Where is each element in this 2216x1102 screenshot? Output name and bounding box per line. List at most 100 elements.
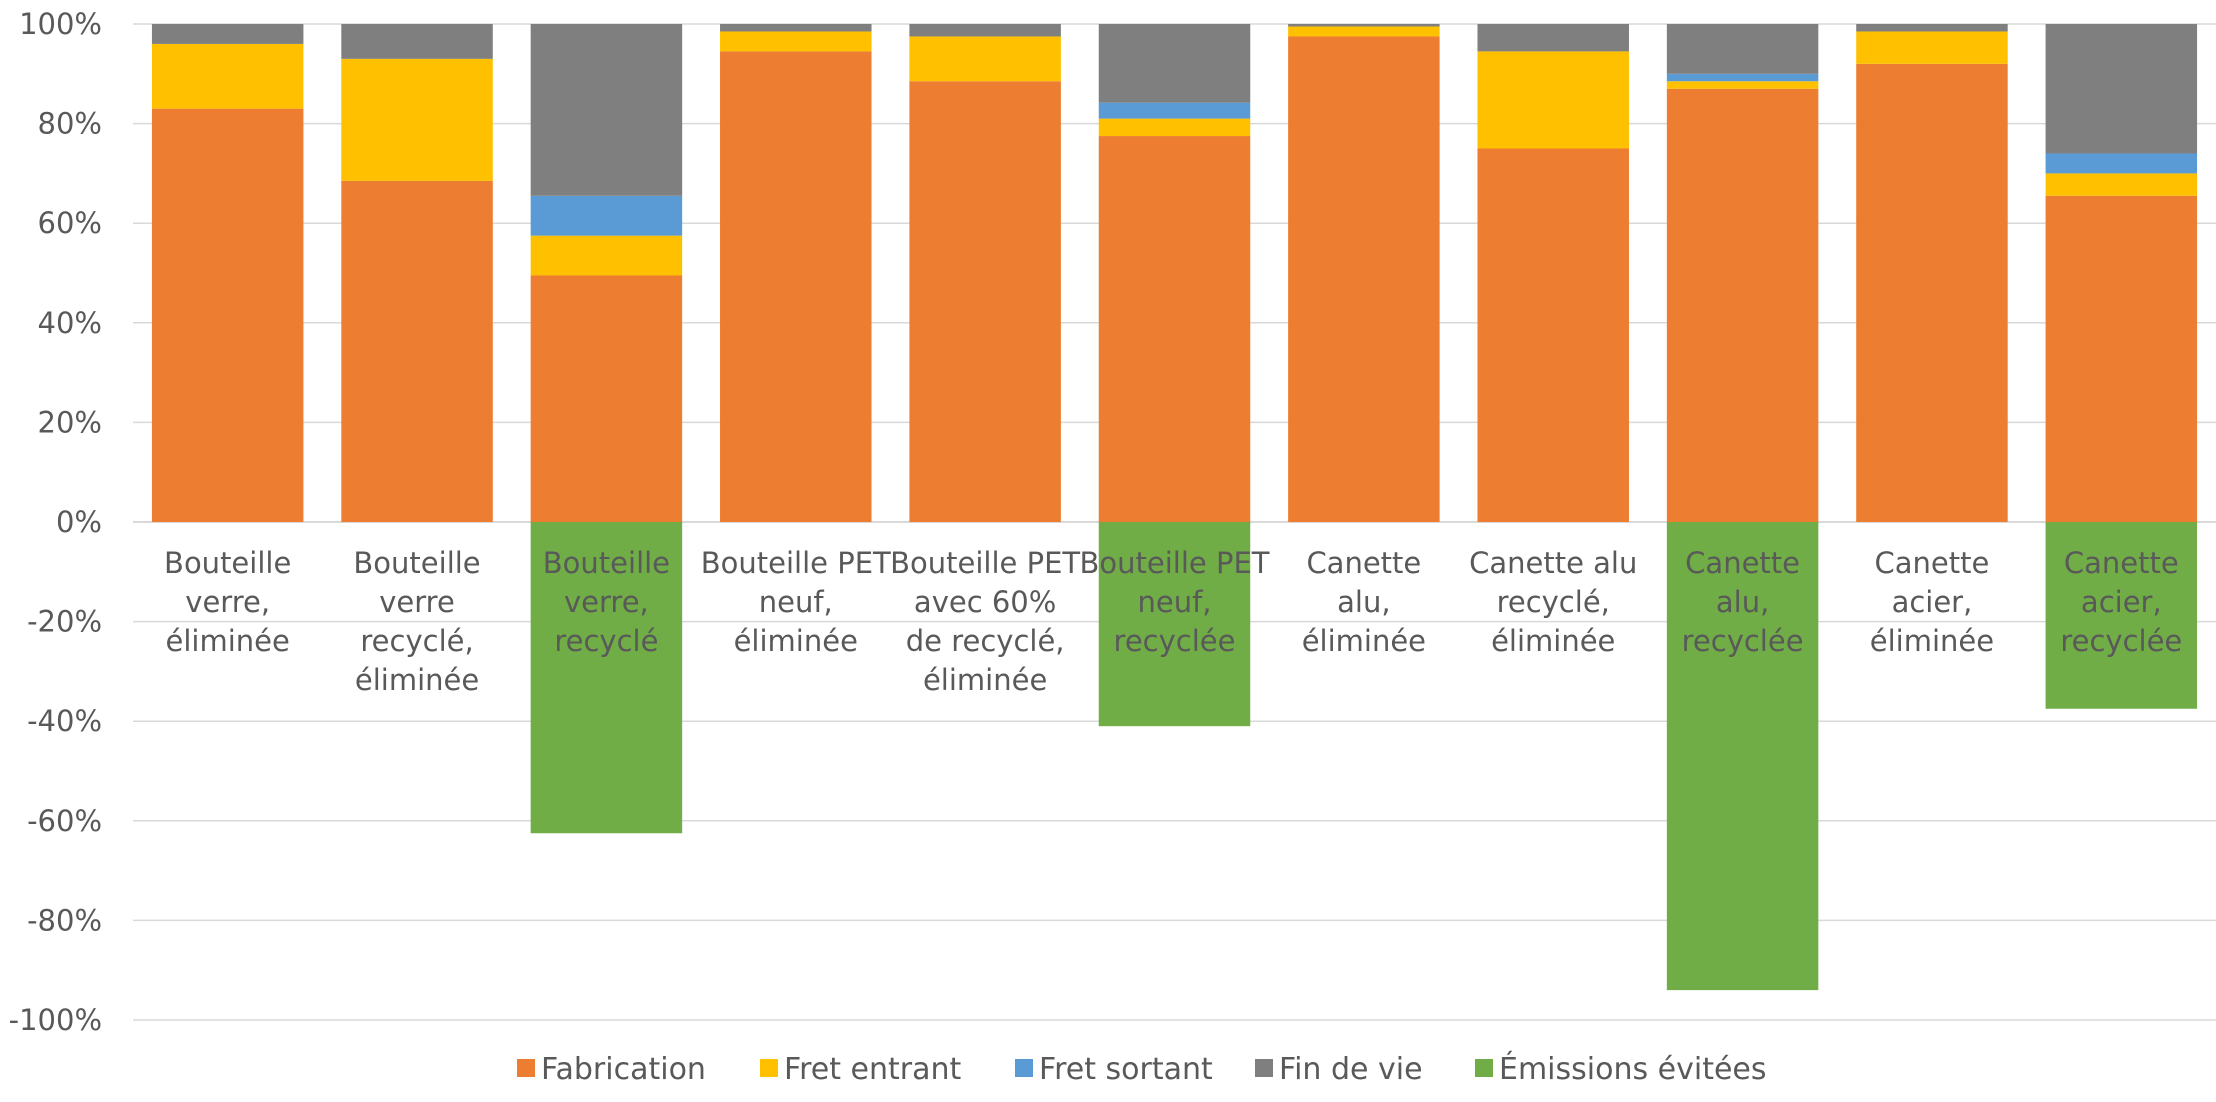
category-label-line: recyclé, [1497,585,1610,619]
category-label-line: Bouteille [164,546,291,580]
bar-segment-fret-entrant [2045,173,2198,196]
y-tick-label: 60% [38,206,102,240]
bar-segment-fabrication [1856,63,2008,523]
y-tick-label: -20% [27,605,102,639]
legend-item: Fret sortant [1015,1052,1213,1087]
category-label-line: recyclée [1682,624,1804,658]
legend-label: Fin de vie [1279,1052,1423,1087]
category-label: Bouteille PET neuf, recyclée [1080,546,1270,658]
category-label: Bouteille verre, recyclé [543,546,670,658]
bar-segment-fabrication [909,81,1061,523]
bar-segment--missions-vit-es [530,522,683,834]
category-label-line: alu, [1337,585,1390,619]
y-tick-label: 80% [38,107,102,141]
category-label-line: Canette [1875,546,1990,580]
legend-item: Fin de vie [1255,1052,1423,1087]
category-label-line: recyclé [554,624,658,658]
bar-segment-fret-entrant [530,235,683,276]
category-label-line: éliminée [734,624,858,658]
category-label-line: éliminée [355,663,479,697]
category-label-line: Canette [2064,546,2179,580]
category-label-line: de recyclé, [906,624,1065,658]
bar-segment-fret-entrant [720,31,872,52]
category-label-line: alu, [1716,585,1769,619]
category-label-line: éliminée [1302,624,1426,658]
legend-item: Fabrication [517,1052,706,1087]
category-label-line: avec 60% [914,585,1056,619]
category-label: Bouteille verre recyclé, éliminée [353,546,480,697]
bar-segment-fin-de-vie [1477,24,1629,52]
bar-segment-fabrication [1477,148,1629,522]
bar-segment-fin-de-vie [341,24,493,59]
y-axis: 100% 80% 60% 40% 20% 0% -20% -40% -60% -80% -100% [9,7,102,1037]
bar-segment--missions-vit-es [1666,522,1819,991]
category-label-line: éliminée [166,624,290,658]
legend-swatch [1015,1059,1033,1077]
bar-segment-fabrication [2045,195,2198,522]
y-tick-label: -80% [27,903,102,937]
category-label-line: recyclée [1114,624,1236,658]
category-label: Canette alu recyclé, éliminée [1469,546,1637,658]
legend-swatch [517,1059,535,1077]
bar-segment-fin-de-vie [720,24,872,32]
legend-item: Émissions évitées [1475,1051,1767,1087]
category-label-line: éliminée [1870,624,1994,658]
bar-segment-fabrication [720,51,872,522]
bar-segment-fin-de-vie [151,24,304,44]
category-label: Canette acier, recyclée [2060,546,2182,658]
legend-swatch [760,1059,778,1077]
bar-segment-fret-entrant [1098,118,1251,137]
bar-segment-fabrication [530,275,683,522]
bar-segment-fin-de-vie [1288,24,1440,27]
bar-segment-fret-entrant [1477,51,1629,149]
legend: Fabrication Fret entrant Fret sortant Fin d… [517,1051,1767,1087]
category-label-line: verre, [564,585,649,619]
category-label: Bouteille PET neuf, éliminée [701,546,891,658]
bar-segment--missions-vit-es [2045,522,2198,709]
bar-segment-fabrication [151,108,304,522]
bar-segment-fabrication [1098,136,1251,523]
legend-swatch [1475,1059,1493,1077]
category-label: Bouteille verre, éliminée [164,546,291,658]
bar-segment-fret-entrant [1856,31,2008,64]
bar-segment-fret-sortant [530,195,683,236]
category-labels: Bouteille verre, éliminée Bouteille verre rec… [164,546,2182,697]
category-label-line: Bouteille PET [1080,546,1270,580]
category-label-line: neuf, [759,585,833,619]
category-label-line: Canette alu [1469,546,1637,580]
bar-segment-fabrication [1666,88,1819,523]
y-tick-label: -40% [27,704,102,738]
category-label-line: Canette [1306,546,1421,580]
y-tick-label: 40% [38,306,102,340]
y-tick-label: -100% [9,1003,102,1037]
category-label-line: Bouteille [353,546,480,580]
category-label-line: Bouteille [543,546,670,580]
category-label-line: neuf, [1137,585,1211,619]
category-label: Bouteille PET avec 60% de recyclé, éliminée [890,546,1080,697]
category-label-line: verre, [185,585,270,619]
bar-segment-fret-entrant [1666,81,1819,89]
bar-segment-fin-de-vie [1856,24,2008,32]
bar-segment--missions-vit-es [1098,522,1251,727]
bar-segment-fret-entrant [151,43,304,109]
bar-segment-fin-de-vie [909,24,1061,37]
legend-label: Fabrication [541,1052,706,1087]
bar-segment-fret-sortant [1666,73,1819,82]
legend-label: Fret entrant [784,1052,961,1087]
category-label-line: verre [379,585,455,619]
category-label-line: éliminée [923,663,1047,697]
category-label-line: éliminée [1491,624,1615,658]
y-tick-label: 0% [56,505,102,539]
bar-segment-fabrication [1288,36,1440,522]
y-tick-label: 100% [19,7,102,41]
category-label-line: acier, [2081,585,2162,619]
category-label-line: recyclé, [360,624,473,658]
bar-segment-fin-de-vie [2045,24,2198,154]
category-label-line: acier, [1892,585,1973,619]
bar-segment-fret-entrant [341,58,493,181]
legend-swatch [1255,1059,1273,1077]
legend-item: Fret entrant [760,1052,961,1087]
category-label-line: recyclée [2060,624,2182,658]
bar-segment-fret-sortant [2045,153,2198,174]
